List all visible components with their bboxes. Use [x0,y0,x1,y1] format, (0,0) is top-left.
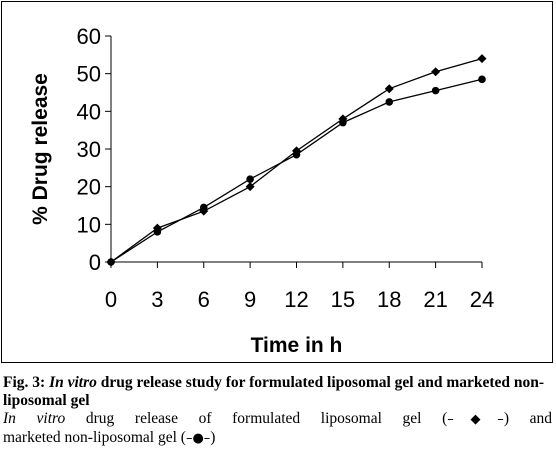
y-tick-label: 30 [77,137,101,162]
circle-series-line [110,78,483,263]
circle-point [246,175,254,183]
y-tick-label: 60 [77,24,101,49]
diamond-series-line [110,57,483,263]
x-tick-label: 9 [244,287,256,312]
circle-point [153,228,162,236]
y-axis-title: % Drug release [29,73,52,225]
caption-desc-line1: In vitro drug release of formulated lipo… [3,410,552,429]
circle-point [199,203,208,212]
diamond-point [431,67,441,77]
y-tick-label: 20 [77,175,101,200]
circle-point [292,150,301,159]
x-tick-label: 12 [284,287,308,312]
x-tick-label: 0 [105,287,117,312]
y-tick-label: 10 [77,212,101,237]
diamond-point [384,84,394,94]
caption-desc-b: ) and [503,410,552,427]
caption-desc-d: ) [210,429,216,446]
x-tick-label: 21 [423,287,447,312]
y-tick-label: 50 [77,62,101,87]
y-ticks: 0 10 20 30 40 50 60 [77,24,111,275]
circle-point [339,118,347,127]
circle-point [478,75,486,84]
circle-point [107,258,115,266]
caption-title-text: drug release study for formulated liposo… [3,374,545,409]
caption-desc-a: drug release of formulated liposomal gel… [85,410,448,427]
x-axis-title: Time in h [251,334,343,357]
series-group [106,54,487,267]
circle-point [385,98,394,106]
y-tick-label: 0 [89,250,101,275]
circle-series-symbol: –●– [185,431,211,446]
x-ticks: 0 3 6 9 12 15 18 21 24 [105,262,494,312]
drug-release-chart: 0 10 20 30 40 50 60 0 3 6 9 12 15 18 21 24 Time in h %… [29,24,494,357]
caption-desc-italic: In vitro [3,410,66,427]
caption-title: Fig. 3: In vitro drug release study for … [3,374,552,410]
caption-title-italic: In vitro [49,374,97,391]
x-tick-label: 6 [198,287,210,312]
circle-point [431,86,440,95]
caption-fig-label: Fig. 3: [3,374,46,391]
chart-frame [1,1,553,363]
x-tick-label: 3 [151,287,163,312]
figure-caption: Fig. 3: In vitro drug release study for … [3,374,552,448]
caption-desc-line2: marketed non-liposomal gel (–●–) [3,429,552,448]
diamond-point [477,54,487,64]
x-tick-label: 24 [470,287,494,312]
diamond-point [245,182,255,192]
caption-desc-c: marketed non-liposomal gel ( [3,429,186,446]
x-tick-label: 15 [331,287,355,312]
y-tick-label: 40 [77,99,101,124]
x-tick-label: 18 [377,287,401,312]
diamond-series-symbol: –◆– [447,412,504,427]
